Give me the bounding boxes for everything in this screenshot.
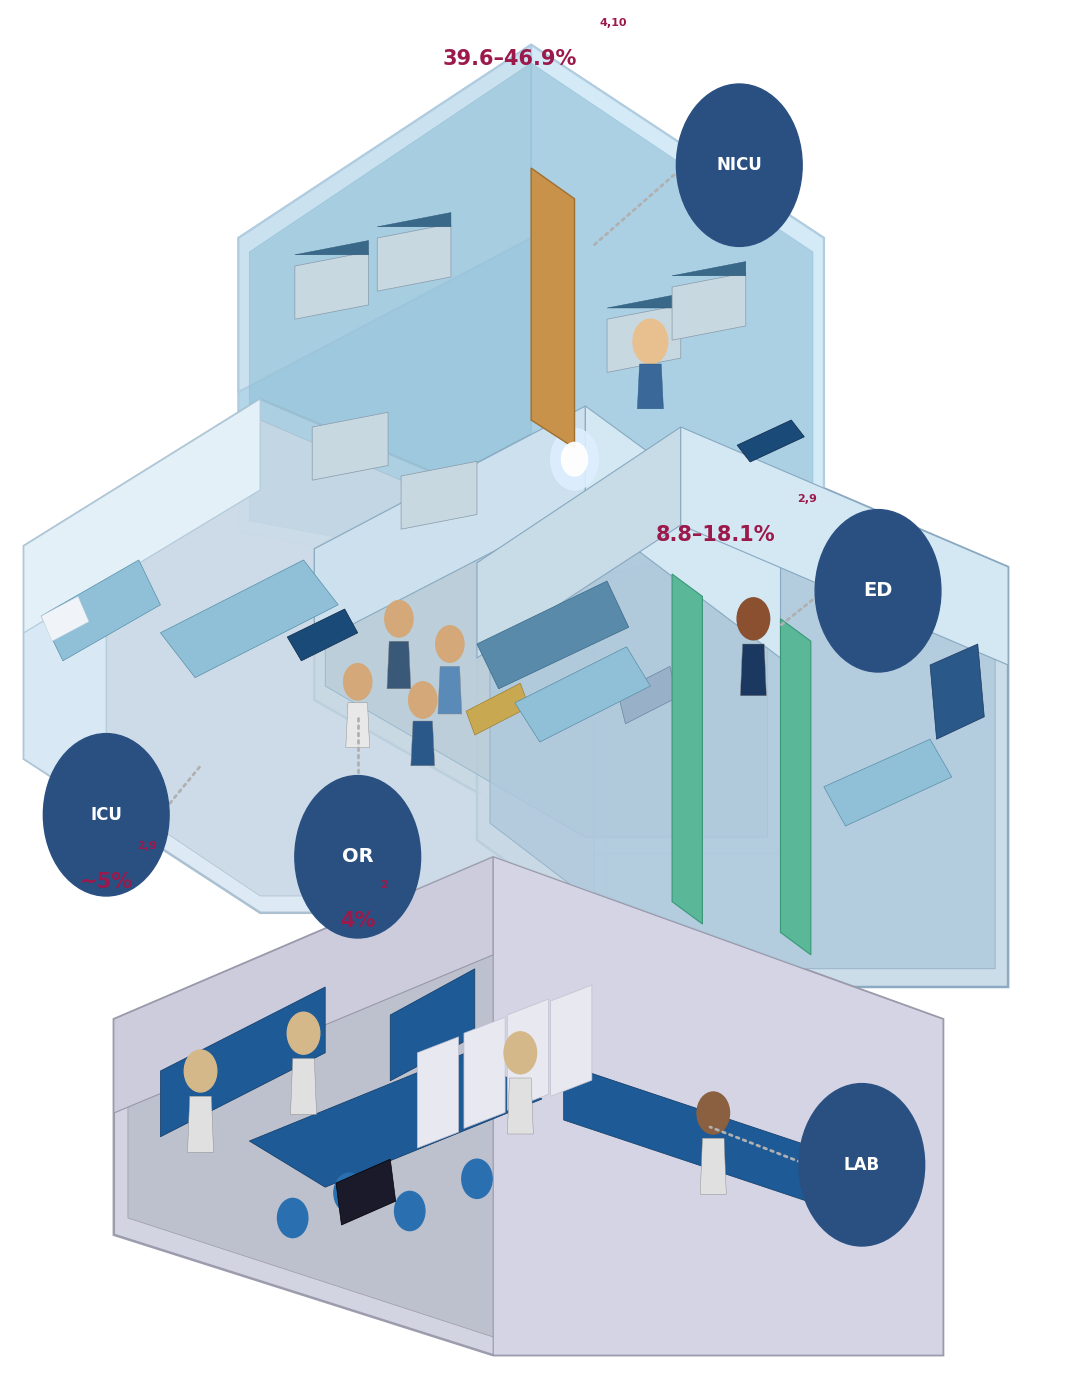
Polygon shape — [160, 560, 338, 678]
Polygon shape — [607, 305, 681, 372]
Polygon shape — [41, 560, 160, 661]
Circle shape — [385, 601, 413, 637]
Polygon shape — [287, 609, 358, 661]
Circle shape — [562, 442, 588, 476]
Polygon shape — [531, 45, 824, 588]
Polygon shape — [930, 644, 984, 739]
Polygon shape — [672, 262, 746, 276]
Text: NICU: NICU — [717, 157, 762, 174]
Polygon shape — [618, 666, 678, 724]
Polygon shape — [607, 294, 681, 308]
Polygon shape — [238, 45, 531, 392]
Circle shape — [184, 1050, 217, 1092]
Polygon shape — [188, 1096, 214, 1152]
Polygon shape — [387, 641, 411, 689]
Polygon shape — [672, 574, 702, 924]
Polygon shape — [346, 703, 370, 748]
Text: OR: OR — [341, 847, 374, 867]
Circle shape — [462, 1159, 492, 1198]
Polygon shape — [295, 241, 369, 255]
Circle shape — [799, 1084, 925, 1246]
Polygon shape — [411, 721, 435, 766]
Polygon shape — [291, 1058, 317, 1114]
Polygon shape — [295, 252, 369, 319]
Polygon shape — [325, 423, 767, 837]
Text: ICU: ICU — [90, 806, 122, 823]
Polygon shape — [128, 876, 928, 1337]
Circle shape — [295, 776, 421, 938]
Text: ~5%: ~5% — [79, 872, 133, 892]
Polygon shape — [249, 1053, 542, 1187]
Text: 2,9: 2,9 — [797, 494, 817, 504]
Polygon shape — [314, 406, 780, 854]
Circle shape — [676, 84, 802, 246]
Circle shape — [697, 1092, 730, 1134]
Polygon shape — [490, 445, 995, 969]
Polygon shape — [401, 462, 477, 529]
Polygon shape — [740, 644, 766, 696]
Text: 8.8–18.1%: 8.8–18.1% — [656, 525, 775, 545]
Polygon shape — [238, 45, 824, 588]
Circle shape — [395, 1191, 425, 1231]
Polygon shape — [780, 619, 811, 955]
Polygon shape — [35, 420, 594, 896]
Circle shape — [633, 319, 668, 364]
Polygon shape — [417, 1037, 459, 1148]
Polygon shape — [314, 406, 585, 644]
Polygon shape — [637, 364, 663, 409]
Text: LAB: LAB — [843, 1156, 880, 1173]
Circle shape — [344, 664, 372, 700]
Polygon shape — [700, 1138, 726, 1194]
Circle shape — [278, 1198, 308, 1238]
Polygon shape — [312, 413, 388, 480]
Polygon shape — [24, 399, 260, 633]
Text: 2,9: 2,9 — [137, 841, 157, 851]
Polygon shape — [824, 739, 952, 826]
Circle shape — [436, 626, 464, 662]
Polygon shape — [160, 987, 325, 1137]
Text: 2: 2 — [380, 881, 388, 890]
Polygon shape — [585, 406, 780, 658]
Polygon shape — [390, 969, 475, 1081]
Polygon shape — [564, 1064, 824, 1207]
Polygon shape — [507, 1078, 533, 1134]
Polygon shape — [24, 546, 106, 812]
Polygon shape — [464, 1018, 505, 1128]
Polygon shape — [477, 581, 629, 689]
Circle shape — [815, 510, 941, 672]
Polygon shape — [507, 1000, 549, 1110]
Polygon shape — [377, 224, 451, 291]
Polygon shape — [24, 399, 607, 913]
Polygon shape — [114, 857, 943, 1355]
Polygon shape — [438, 666, 462, 714]
Polygon shape — [477, 427, 681, 658]
Text: 4,10: 4,10 — [599, 18, 627, 28]
Text: 4%: 4% — [340, 911, 375, 931]
Polygon shape — [477, 427, 1008, 987]
Polygon shape — [466, 683, 529, 735]
Polygon shape — [531, 168, 575, 448]
Polygon shape — [515, 647, 650, 742]
Text: ED: ED — [863, 581, 893, 601]
Circle shape — [409, 682, 437, 718]
Circle shape — [504, 1032, 537, 1074]
Circle shape — [43, 734, 169, 896]
Polygon shape — [377, 213, 451, 227]
Polygon shape — [737, 420, 804, 462]
Polygon shape — [249, 63, 813, 574]
Circle shape — [334, 1173, 364, 1212]
Text: 39.6–46.9%: 39.6–46.9% — [442, 49, 577, 69]
Circle shape — [737, 598, 770, 640]
Polygon shape — [681, 427, 1008, 665]
Circle shape — [551, 428, 598, 490]
Polygon shape — [336, 1159, 396, 1225]
Circle shape — [287, 1012, 320, 1054]
Polygon shape — [114, 857, 493, 1113]
Polygon shape — [672, 273, 746, 340]
Polygon shape — [551, 986, 592, 1096]
Polygon shape — [41, 596, 89, 641]
Polygon shape — [493, 857, 943, 1355]
